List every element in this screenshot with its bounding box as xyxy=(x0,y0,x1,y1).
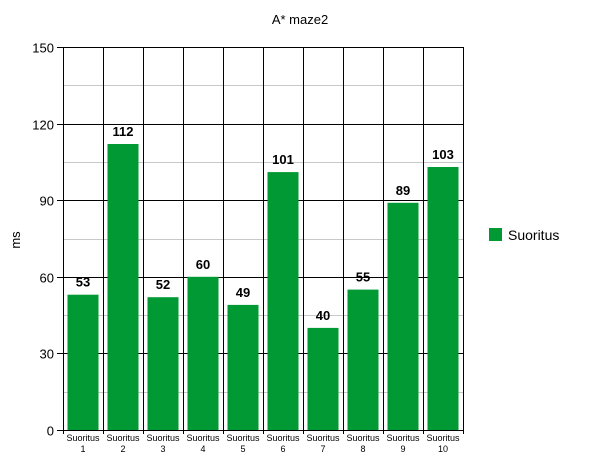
x-tick-label: Suoritus xyxy=(306,433,340,443)
data-label: 89 xyxy=(396,183,410,198)
data-label: 40 xyxy=(316,308,330,323)
x-tick-label-index: 5 xyxy=(240,444,245,454)
bar xyxy=(187,276,219,430)
bar xyxy=(387,202,419,430)
y-tick-label: 30 xyxy=(40,347,54,362)
x-tick-label-index: 7 xyxy=(320,444,325,454)
bar xyxy=(267,172,299,430)
x-tick-labels: Suoritus1Suoritus2Suoritus3Suoritus4Suor… xyxy=(66,433,460,454)
bars xyxy=(67,144,459,430)
x-tick-label: Suoritus xyxy=(66,433,100,443)
data-label: 49 xyxy=(236,285,250,300)
bar xyxy=(347,289,379,430)
data-label: 103 xyxy=(432,147,454,162)
chart-title: A* maze2 xyxy=(272,12,328,27)
x-tick-label: Suoritus xyxy=(146,433,180,443)
x-tick-label-index: 2 xyxy=(120,444,125,454)
x-tick-label: Suoritus xyxy=(426,433,460,443)
x-tick-label: Suoritus xyxy=(226,433,260,443)
y-axis-label: ms xyxy=(8,231,23,249)
x-tick-label-index: 1 xyxy=(80,444,85,454)
x-tick-label: Suoritus xyxy=(106,433,140,443)
x-tick-label-index: 9 xyxy=(400,444,405,454)
x-tick-label: Suoritus xyxy=(386,433,420,443)
x-tick-label: Suoritus xyxy=(186,433,220,443)
data-label: 53 xyxy=(76,275,90,290)
data-label: 52 xyxy=(156,277,170,292)
bar xyxy=(67,294,99,430)
x-tick-label-index: 6 xyxy=(280,444,285,454)
data-labels: 53 112 52 60 49 101 40 55 89 103 xyxy=(76,124,454,323)
x-tick-label: Suoritus xyxy=(346,433,380,443)
axes xyxy=(57,47,463,431)
y-tick-label: 0 xyxy=(47,424,54,439)
y-tick-label: 120 xyxy=(32,118,54,133)
legend-label: Suoritus xyxy=(508,227,559,243)
bar xyxy=(107,144,139,430)
y-tick-label: 60 xyxy=(40,271,54,286)
bar xyxy=(147,297,179,430)
bar xyxy=(307,327,339,430)
data-label: 55 xyxy=(356,270,370,285)
x-tick-label-index: 8 xyxy=(360,444,365,454)
y-tick-label: 150 xyxy=(32,41,54,56)
data-label: 112 xyxy=(113,124,134,139)
y-tick-labels: 0 30 60 90 120 150 xyxy=(32,41,54,439)
bar xyxy=(227,304,259,430)
y-tick-label: 90 xyxy=(40,194,54,209)
x-tick-label-index: 4 xyxy=(200,444,205,454)
x-tick-label-index: 3 xyxy=(160,444,165,454)
bar xyxy=(427,167,459,430)
x-tick-label: Suoritus xyxy=(266,433,300,443)
legend-swatch xyxy=(489,228,502,241)
x-tick-label-index: 10 xyxy=(438,444,448,454)
data-label: 60 xyxy=(196,257,210,272)
data-label: 101 xyxy=(272,152,294,167)
legend: Suoritus xyxy=(489,227,559,243)
